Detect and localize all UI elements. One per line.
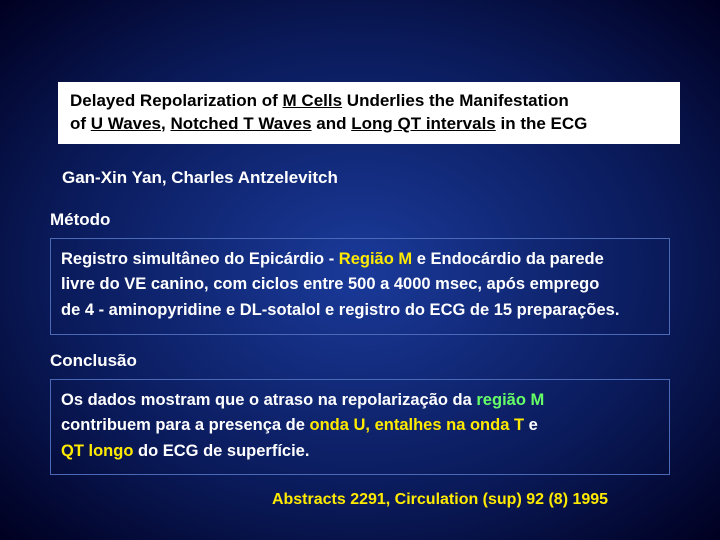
metodo-text: Registro simultâneo do Epicárdio - [61,250,339,268]
metodo-heading: Método [50,210,670,230]
metodo-box: Registro simultâneo do Epicárdio - Regiã… [50,238,670,335]
conclusao-text: do ECG de superfície. [133,442,309,460]
title-text: Underlies the Manifestation [342,91,569,110]
title-underline-uwaves: U Waves, [91,114,166,133]
slide: Delayed Repolarization of M Cells Underl… [0,0,720,540]
title-text: Delayed Repolarization of [70,91,283,110]
metodo-text: e Endocárdio da parede [412,250,604,268]
conclusao-text: Os dados mostram que o atraso na repolar… [61,391,476,409]
title-underline-longqt: Long QT intervals [351,114,496,133]
title-text: and [312,114,352,133]
conclusao-box: Os dados mostram que o atraso na repolar… [50,379,670,476]
conclusao-heading: Conclusão [50,351,670,371]
metodo-highlight-regiao: Região M [339,250,412,268]
conclusao-text: contribuem para a presença de [61,416,310,434]
title-block: Delayed Repolarization of M Cells Underl… [58,82,680,144]
conclusao-text: e [524,416,538,434]
title-text: in the ECG [496,114,588,133]
metodo-text: de 4 - aminopyridine e DL-sotalol e regi… [61,301,619,319]
title-text: of [70,114,91,133]
conclusao-highlight-qt: QT longo [61,442,133,460]
title-underline-mcells: M Cells [283,91,343,110]
citation: Abstracts 2291, Circulation (sup) 92 (8)… [210,491,670,509]
authors: Gan-Xin Yan, Charles Antzelevitch [62,168,670,188]
title-underline-notched: Notched T Waves [170,114,311,133]
conclusao-highlight-regiao: região M [476,391,544,409]
conclusao-highlight-ondas: onda U, entalhes na onda T [310,416,525,434]
metodo-text: livre do VE canino, com ciclos entre 500… [61,275,599,293]
